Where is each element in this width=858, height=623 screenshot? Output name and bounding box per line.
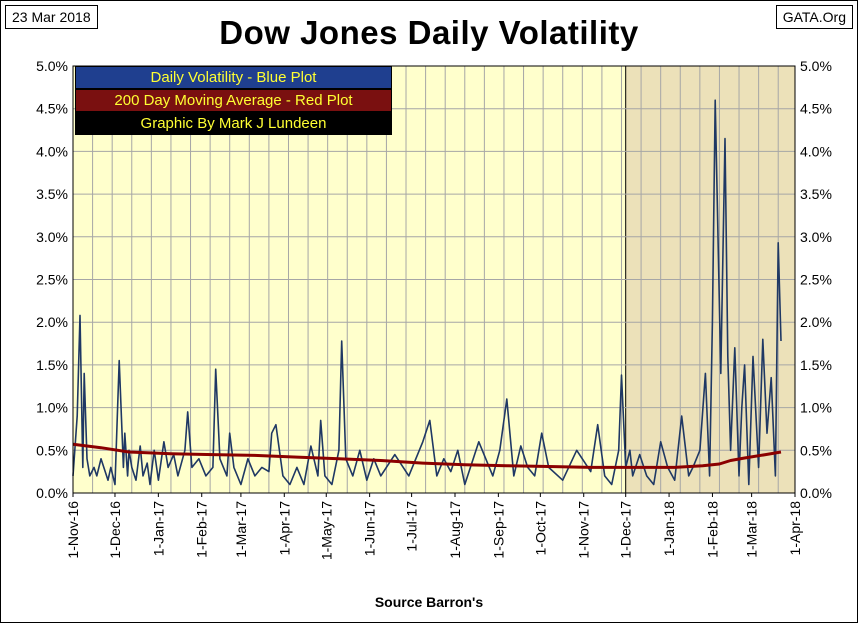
x-axis-label: Source Barron's [374,594,484,610]
y-tick-label-right: 1.0% [800,400,832,416]
y-tick-label-left: 3.5% [36,186,68,202]
y-tick-label-left: 3.0% [36,229,68,245]
x-tick-label: 1-Dec-16 [107,501,123,559]
y-tick-label-right: 5.0% [800,58,832,74]
y-tick-label-right: 4.0% [800,143,832,159]
y-tick-label-right: 0.5% [800,442,832,458]
x-tick-label: 1-Sep-17 [490,501,506,559]
x-tick-label: 1-Jan-17 [150,501,166,556]
x-tick-label: 1-Mar-18 [744,501,760,558]
y-tick-label-left: 0.5% [36,442,68,458]
y-tick-label-right: 4.5% [800,101,832,117]
y-tick-label-right: 3.5% [800,186,832,202]
x-tick-label: 1-Nov-16 [65,501,81,559]
y-tick-label-right: 2.0% [800,314,832,330]
date-label: 23 Mar 2018 [5,5,98,29]
y-tick-label-left: 4.5% [36,101,68,117]
y-tick-label-right: 0.0% [800,485,832,501]
y-tick-label-left: 1.5% [36,357,68,373]
x-tick-label: 1-Feb-18 [704,501,720,558]
x-tick-label: 1-Aug-17 [447,501,463,559]
x-tick-label: 1-Nov-17 [576,501,592,559]
y-tick-label-left: 2.0% [36,314,68,330]
source-label: GATA.Org [775,5,853,29]
x-tick-label: 1-May-17 [318,501,334,560]
x-tick-label: 1-Feb-17 [194,501,210,558]
y-tick-label-left: 4.0% [36,143,68,159]
legend-daily-volatility: Daily Volatility - Blue Plot [75,66,392,89]
y-tick-label-left: 5.0% [36,58,68,74]
x-tick-label: 1-Dec-17 [618,501,634,559]
x-tick-label: 1-Apr-17 [276,501,292,556]
y-tick-label-right: 1.5% [800,357,832,373]
x-tick-label: 1-Oct-17 [532,501,548,556]
y-tick-label-left: 0.0% [36,485,68,501]
chart-title: Dow Jones Daily Volatility [219,14,639,51]
moving-average-line [72,442,782,469]
y-tick-label-left: 2.5% [36,272,68,288]
legend-credit: Graphic By Mark J Lundeen [75,112,392,135]
x-tick-label: 1-Jan-18 [661,501,677,556]
x-tick-label: 1-Jun-17 [362,501,378,556]
x-tick-label: 1-Apr-18 [787,501,803,556]
x-tick-label: 1-Jul-17 [404,501,420,552]
legend-moving-average: 200 Day Moving Average - Red Plot [75,89,392,112]
x-tick-label: 1-Mar-17 [233,501,249,558]
y-tick-label-left: 1.0% [36,400,68,416]
plot-border [72,65,796,494]
y-tick-label-right: 2.5% [800,272,832,288]
y-tick-label-right: 3.0% [800,229,832,245]
